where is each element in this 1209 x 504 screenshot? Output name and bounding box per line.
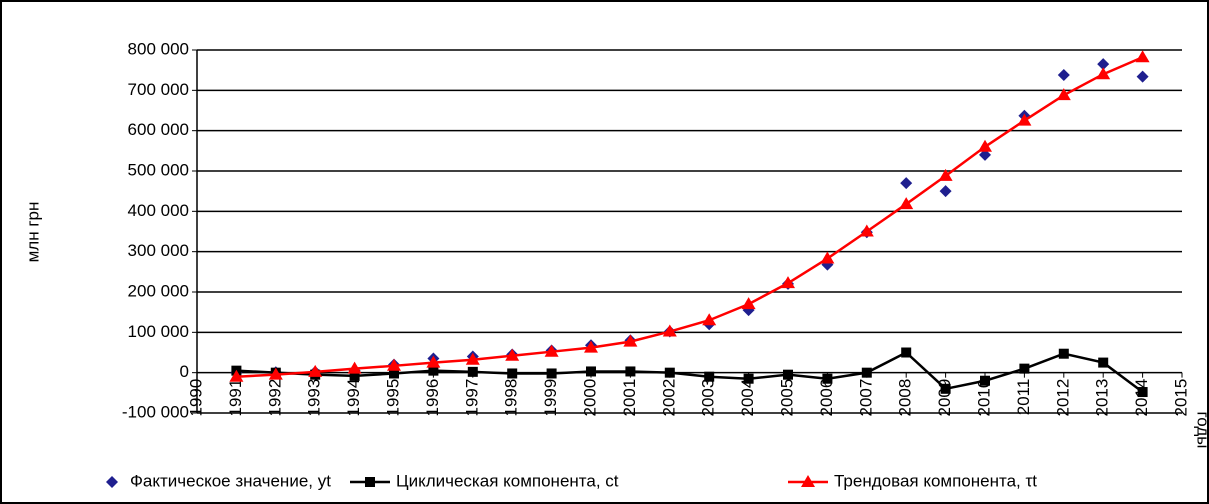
legend-marker [365, 477, 375, 487]
y-tick-label: 300 000 [128, 241, 189, 260]
y-tick-label: 500 000 [128, 160, 189, 179]
series-line [236, 56, 1144, 378]
x-tick-label: 2011 [1014, 379, 1033, 416]
data-point [465, 352, 480, 365]
data-point [1019, 363, 1030, 374]
x-axis-label: годы [1194, 411, 1209, 448]
data-point [1135, 50, 1150, 63]
data-point [781, 276, 795, 289]
x-tick-label: 1998 [502, 379, 521, 417]
data-point [704, 371, 715, 382]
series-line [236, 350, 1144, 394]
y-tick-label: 0 [180, 362, 189, 381]
data-point [1097, 58, 1110, 71]
data-point [664, 367, 675, 378]
data-point [467, 366, 478, 377]
data-point [1096, 67, 1111, 80]
data-point [1058, 348, 1069, 359]
x-tick-label: 2008 [896, 379, 915, 417]
x-tick-label: 2007 [856, 379, 875, 417]
data-point [822, 373, 833, 384]
x-tick-label: 1994 [344, 379, 363, 417]
data-point [938, 168, 953, 181]
x-tick-label: 2003 [699, 379, 718, 417]
y-tick-label: -100 000 [122, 402, 189, 421]
data-point [900, 177, 913, 190]
x-tick-label: 1995 [383, 379, 402, 417]
data-point [505, 348, 520, 361]
y-axis-label: млн грн [23, 202, 42, 263]
x-tick-label: 2001 [620, 379, 639, 417]
data-point [899, 197, 914, 210]
data-point [939, 185, 952, 198]
data-point [940, 383, 951, 394]
x-tick-label: 2013 [1093, 379, 1112, 417]
legend-marker [801, 475, 815, 487]
y-tick-label: 200 000 [128, 281, 189, 300]
data-point [1136, 70, 1149, 83]
data-point [625, 366, 636, 377]
data-point [1056, 88, 1071, 101]
data-point [623, 334, 638, 347]
data-point [584, 340, 598, 353]
data-point [1057, 69, 1070, 82]
legend-label: Циклическая компонента, ct [396, 471, 619, 490]
data-point [741, 297, 756, 310]
data-point [308, 364, 323, 377]
data-point [662, 324, 677, 337]
legend-label: Фактическое значение, yt [130, 471, 331, 490]
x-tick-label: 2014 [1132, 379, 1151, 417]
legend-marker [106, 476, 118, 488]
x-tick-label: 2004 [738, 379, 757, 417]
x-tick-label: 1996 [423, 379, 442, 417]
legend-label: Трендовая компонента, τt [834, 471, 1037, 490]
data-point [743, 373, 754, 384]
data-point [428, 365, 439, 376]
data-point [1137, 387, 1148, 398]
data-point [546, 368, 557, 379]
x-tick-label: 1993 [305, 379, 324, 417]
x-tick-label: 1997 [462, 379, 481, 417]
data-point [544, 344, 559, 357]
x-tick-label: 1992 [265, 379, 284, 417]
data-point [349, 370, 360, 381]
data-point [1017, 113, 1032, 126]
x-tick-label: 2012 [1053, 379, 1072, 417]
y-tick-label: 100 000 [128, 322, 189, 341]
data-point [901, 347, 912, 358]
data-point [702, 313, 717, 326]
y-tick-label: 400 000 [128, 201, 189, 220]
x-tick-label: 2005 [777, 379, 796, 417]
data-point [229, 369, 244, 382]
data-point [978, 139, 992, 152]
data-point [347, 361, 362, 374]
data-point [389, 368, 399, 379]
data-point [980, 375, 990, 386]
y-tick-label: 800 000 [128, 39, 189, 58]
data-point [1098, 357, 1109, 368]
data-point [387, 358, 401, 371]
data-point [426, 355, 441, 368]
data-point [820, 251, 835, 264]
x-tick-label: 2006 [817, 379, 836, 417]
x-tick-label: 2015 [1171, 379, 1190, 417]
x-tick-label: 2002 [659, 379, 678, 417]
data-point [783, 369, 793, 380]
x-tick-label: 2010 [974, 379, 993, 417]
x-tick-label: 1990 [186, 379, 205, 417]
data-point [268, 367, 283, 380]
x-tick-label: 1991 [226, 379, 245, 417]
y-tick-label: 700 000 [128, 80, 189, 99]
data-point [586, 366, 596, 377]
x-tick-label: 2000 [580, 379, 599, 417]
y-tick-label: 600 000 [128, 120, 189, 139]
data-point [507, 368, 518, 379]
data-point [859, 224, 874, 237]
x-tick-label: 1999 [541, 379, 560, 417]
data-point [979, 148, 991, 161]
data-point [861, 367, 872, 378]
